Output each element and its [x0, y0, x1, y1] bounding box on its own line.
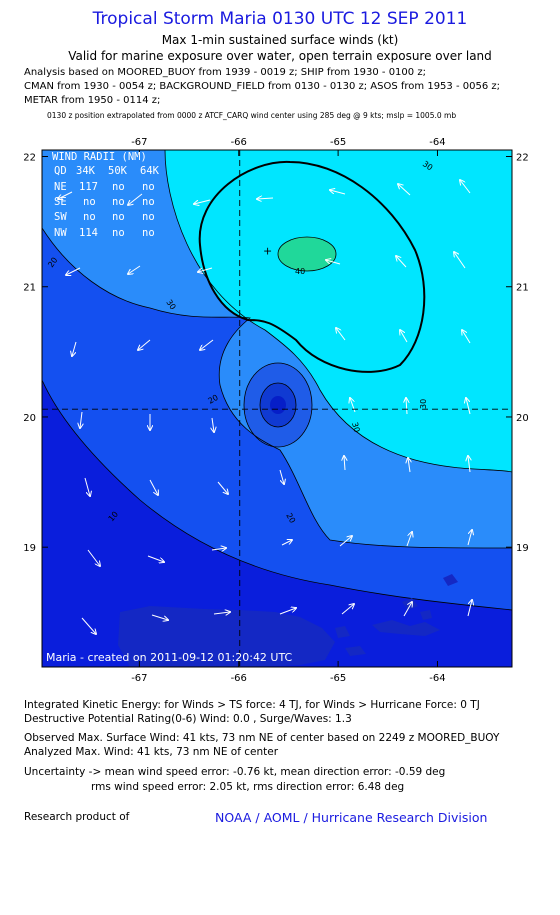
contour-label: 20: [284, 512, 297, 525]
wind-vectors: [58, 180, 472, 634]
lon-label-top: -66: [231, 137, 247, 148]
lon-label-bottom: -64: [429, 673, 445, 684]
center-crosshair: [42, 150, 512, 667]
wind-radii-value: no: [112, 181, 125, 193]
lon-labels: -67 -66 -65 -64 -67 -66 -65 -64: [131, 137, 445, 684]
map-subtitle-exposure: Valid for marine exposure over water, op…: [68, 49, 492, 63]
ike-line: Integrated Kinetic Energy: for Winds > T…: [24, 699, 480, 711]
analysis-line-3: METAR from 1950 - 0114 z;: [24, 95, 161, 106]
lon-label-top: -67: [131, 137, 147, 148]
contour-max: [277, 236, 337, 272]
analysis-line-2: CMAN from 1930 - 0054 z; BACKGROUND_FIEL…: [24, 81, 500, 92]
dpr-line: Destructive Potential Rating(0-6) Wind: …: [24, 713, 352, 725]
map-frame: [41, 149, 513, 668]
eye-core: [270, 396, 286, 414]
wind-radii-value: 114: [79, 227, 98, 239]
lat-label-left: 22: [23, 153, 36, 164]
lat-label-right: 19: [516, 543, 529, 554]
wind-radii-value: no: [142, 211, 155, 223]
wind-radii-value: no: [83, 196, 96, 208]
lat-label-left: 19: [23, 543, 36, 554]
wind-radii-quadrant: SW: [54, 211, 67, 223]
wind-radii-header-34k: 34K: [76, 165, 96, 177]
contours: [42, 150, 512, 611]
wind-radii-header-qd: QD: [54, 165, 67, 177]
research-label: Research product of: [24, 811, 130, 823]
wind-radii-table: WIND RADII (NM) QD 34K 50K 64K NE 117 no…: [52, 151, 160, 239]
lat-label-right: 20: [516, 413, 529, 424]
wind-radii-value: no: [83, 211, 96, 223]
wind-radii-value: no: [142, 227, 155, 239]
uncertainty-line-2: rms wind speed error: 2.05 kt, rms direc…: [91, 781, 405, 793]
lon-label-bottom: -66: [231, 673, 247, 684]
wind-bands: [42, 150, 512, 667]
analysis-line-1: Analysis based on MOORED_BUOY from 1939 …: [24, 67, 426, 78]
map-title: Tropical Storm Maria 0130 UTC 12 SEP 201…: [92, 9, 468, 29]
wind-radii-value: 117: [79, 181, 98, 193]
wind-radii-quadrant: SE: [54, 196, 67, 208]
lon-label-bottom: -65: [330, 673, 346, 684]
wind-radii-value: no: [112, 227, 125, 239]
wind-radii-value: no: [142, 196, 155, 208]
band-max: [278, 237, 336, 271]
contour-label: 40: [295, 267, 305, 276]
contour-40-bold: [198, 160, 426, 373]
axis-ticks: [42, 150, 512, 667]
analyzed-max-wind: Analyzed Max. Wind: 41 kts, 73 nm NE of …: [24, 746, 279, 758]
position-note: 0130 z position extrapolated from 0000 z…: [47, 111, 457, 120]
land-puerto-rico: [118, 606, 335, 667]
wind-field-map: + -67 -66 -65 -64 -67 -66 -65 -64 22 21 …: [23, 137, 528, 684]
observed-max-wind: Observed Max. Surface Wind: 41 kts, 73 n…: [24, 732, 500, 744]
contour-label: 30: [350, 421, 361, 433]
lat-label-right: 21: [516, 283, 529, 294]
lat-label-left: 20: [23, 413, 36, 424]
wind-radii-quadrant: NW: [54, 227, 67, 239]
lon-label-top: -65: [330, 137, 346, 148]
lon-label-bottom: -67: [131, 673, 147, 684]
contour-label: 20: [207, 393, 220, 406]
wind-radii-header-64k: 64K: [140, 165, 160, 177]
wind-radii-value: no: [142, 181, 155, 193]
max-wind-marker: +: [263, 245, 272, 258]
wind-radii-value: no: [112, 196, 125, 208]
wind-radii-header-50k: 50K: [108, 165, 128, 177]
wind-radii-title: WIND RADII (NM): [52, 151, 147, 163]
map-credit: Maria - created on 2011-09-12 01:20:42 U…: [46, 651, 293, 664]
lat-labels: 22 21 20 19 22 21 20 19: [23, 153, 528, 555]
map-subtitle-winds: Max 1-min sustained surface winds (kt): [161, 33, 399, 47]
lon-label-top: -64: [429, 137, 445, 148]
land-virgin-islands: [335, 574, 458, 656]
org-link[interactable]: NOAA / AOML / Hurricane Research Divisio…: [215, 810, 488, 825]
wind-radii-value: no: [112, 211, 125, 223]
uncertainty-line-1: Uncertainty -> mean wind speed error: -0…: [24, 766, 446, 778]
contour-label: 30: [419, 399, 428, 409]
lat-label-right: 22: [516, 153, 529, 164]
wind-radii-quadrant: NE: [54, 181, 67, 193]
lat-label-left: 21: [23, 283, 36, 294]
